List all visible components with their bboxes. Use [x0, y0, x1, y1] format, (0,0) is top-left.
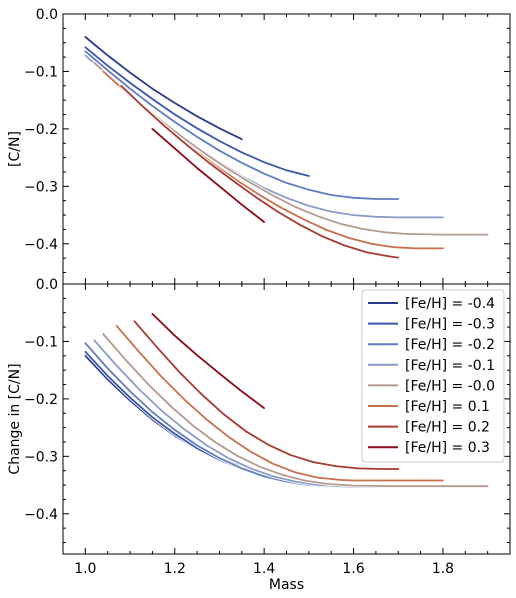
bottom-y-tick-label: −0.4: [24, 507, 58, 523]
top-y-tick-label: −0.2: [24, 122, 58, 138]
x-axis-title: Mass: [269, 577, 304, 593]
top-y-tick-label: −0.4: [24, 237, 58, 253]
bottom-x-tick-label: 1.2: [164, 561, 186, 577]
legend-label-6: [Fe/H] = 0.2: [405, 420, 490, 436]
bottom-y-tick-label: −0.1: [24, 334, 58, 350]
bottom-y-tick-label: −0.3: [24, 449, 58, 465]
top-series-line-6: [120, 84, 400, 259]
top-series-line-2: [84, 50, 400, 200]
bottom-series-line-7: [151, 312, 266, 410]
bottom-curves: [83, 312, 490, 489]
legend-label-5: [Fe/H] = 0.1: [405, 399, 490, 415]
legend-label-1: [Fe/H] = -0.3: [405, 317, 495, 333]
bottom-x-tick-label: 1.0: [74, 561, 96, 577]
bottom-y-tick-label: −0.2: [24, 392, 58, 408]
top-y-tick-label: −0.1: [24, 64, 58, 80]
bottom-series-line-4: [102, 333, 489, 488]
bottom-y-axis-title: Change in [C/N]: [7, 363, 23, 474]
top-ticks: 0.0 −0.1 −0.2 −0.3 −0.4: [24, 7, 511, 284]
top-curves: [83, 35, 490, 260]
top-series-line-1: [84, 46, 310, 177]
legend-label-4: [Fe/H] = -0.0: [405, 378, 495, 394]
top-y-tick-label: 0.0: [36, 7, 58, 23]
bottom-series-line-5: [115, 324, 444, 482]
legend: [Fe/H] = -0.4 [Fe/H] = -0.3 [Fe/H] = -0.2 […: [361, 289, 505, 463]
top-y-tick-label: −0.3: [24, 179, 58, 195]
top-y-axis-title: [C/N]: [7, 131, 23, 167]
top-series-line-7: [151, 127, 266, 223]
legend-items: [Fe/H] = -0.4 [Fe/H] = -0.3 [Fe/H] = -0.2 […: [368, 296, 495, 456]
legend-label-3: [Fe/H] = -0.1: [405, 358, 495, 374]
legend-label-7: [Fe/H] = 0.3: [405, 440, 490, 456]
bottom-plot-frame: [62, 283, 511, 555]
bottom-series-line-6: [133, 320, 400, 470]
legend-box: [361, 289, 505, 463]
legend-label-0: [Fe/H] = -0.4: [405, 296, 495, 312]
bottom-x-tick-label: 1.8: [432, 561, 454, 577]
bottom-panel: 1.0 1.2 1.4 1.6 1.8 0.0 −0.1 −0.2 −0.3 −0.4 Chang…: [7, 277, 511, 593]
bottom-y-tick-label: 0.0: [36, 277, 58, 293]
top-panel: 0.0 −0.1 −0.2 −0.3 −0.4 [C/N]: [7, 7, 511, 285]
top-series-line-0: [84, 36, 243, 141]
bottom-x-tick-label: 1.6: [342, 561, 364, 577]
bottom-x-tick-label: 1.4: [253, 561, 275, 577]
legend-label-2: [Fe/H] = -0.2: [405, 337, 495, 353]
